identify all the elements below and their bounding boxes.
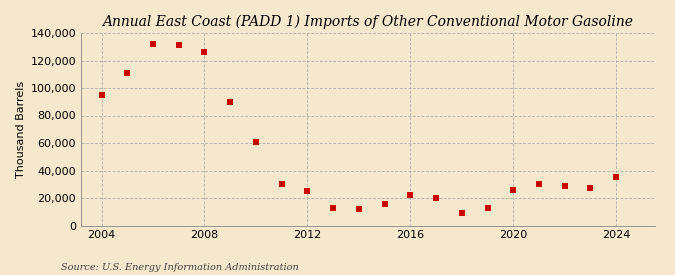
- Point: [354, 207, 364, 211]
- Point: [482, 205, 493, 210]
- Point: [431, 196, 441, 200]
- Title: Annual East Coast (PADD 1) Imports of Other Conventional Motor Gasoline: Annual East Coast (PADD 1) Imports of Ot…: [103, 15, 633, 29]
- Point: [611, 175, 622, 180]
- Text: Source: U.S. Energy Information Administration: Source: U.S. Energy Information Administ…: [61, 263, 298, 272]
- Point: [276, 182, 287, 186]
- Point: [96, 93, 107, 97]
- Point: [405, 193, 416, 197]
- Point: [199, 50, 210, 54]
- Point: [456, 211, 467, 215]
- Point: [225, 100, 236, 104]
- Point: [148, 42, 159, 46]
- Y-axis label: Thousand Barrels: Thousand Barrels: [16, 81, 26, 178]
- Point: [173, 43, 184, 48]
- Point: [250, 139, 261, 144]
- Point: [328, 205, 339, 210]
- Point: [560, 183, 570, 188]
- Point: [379, 201, 390, 206]
- Point: [585, 186, 596, 191]
- Point: [533, 182, 544, 186]
- Point: [122, 71, 133, 75]
- Point: [302, 189, 313, 193]
- Point: [508, 188, 518, 192]
